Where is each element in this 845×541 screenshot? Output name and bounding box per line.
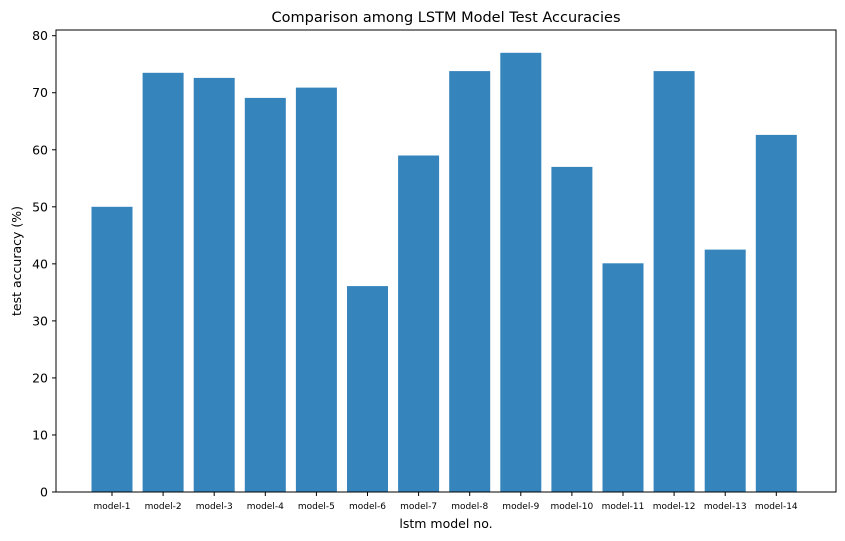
bar-model-14 (755, 134, 797, 492)
bar-model-12 (653, 71, 695, 492)
x-tick-label: model-5 (298, 502, 335, 512)
x-tick-label: model-7 (400, 502, 437, 512)
chart-title: Comparison among LSTM Model Test Accurac… (272, 10, 621, 26)
y-tick-label: 80 (32, 28, 48, 43)
y-tick-label: 20 (32, 370, 48, 385)
y-tick-label: 40 (32, 256, 48, 271)
y-tick-label: 60 (32, 142, 48, 157)
bar-model-1 (91, 206, 133, 493)
bar-model-5 (295, 87, 337, 492)
x-tick-label: model-13 (704, 502, 747, 512)
bar-model-11 (602, 263, 644, 492)
x-tick-label: model-9 (502, 502, 539, 512)
bars-group (91, 52, 797, 493)
x-tick-label: model-11 (602, 502, 645, 512)
x-tick-label: model-3 (196, 502, 233, 512)
x-tick-label: model-14 (755, 502, 798, 512)
y-axis: 0 10 20 30 40 50 60 70 80 (32, 28, 56, 500)
y-tick-label: 50 (32, 199, 48, 214)
bar-model-10 (551, 166, 593, 492)
x-tick-label: model-6 (349, 502, 386, 512)
bar-model-9 (500, 52, 542, 493)
bar-model-3 (193, 77, 235, 493)
plot-frame (55, 29, 837, 493)
y-tick-label: 70 (32, 85, 48, 100)
bar-model-2 (142, 72, 184, 493)
x-axis-label: lstm model no. (399, 516, 492, 531)
bar-model-4 (244, 97, 286, 493)
y-axis-label: test accuracy (%) (9, 206, 24, 316)
y-tick-label: 30 (32, 313, 48, 328)
x-tick-label: model-10 (551, 502, 594, 512)
x-axis: model-1 model-2 model-3 model-4 model-5 model… (94, 492, 798, 512)
bar-model-7 (398, 155, 440, 492)
bar-model-6 (347, 286, 388, 492)
y-tick-label: 10 (32, 427, 48, 442)
bar-model-8 (449, 71, 491, 492)
bar-model-13 (704, 249, 746, 492)
x-tick-label: model-2 (145, 502, 182, 512)
x-tick-label: model-12 (653, 502, 696, 512)
y-tick-label: 0 (40, 485, 48, 500)
x-tick-label: model-8 (451, 502, 488, 512)
x-tick-label: model-1 (94, 502, 131, 512)
x-tick-label: model-4 (247, 502, 284, 512)
